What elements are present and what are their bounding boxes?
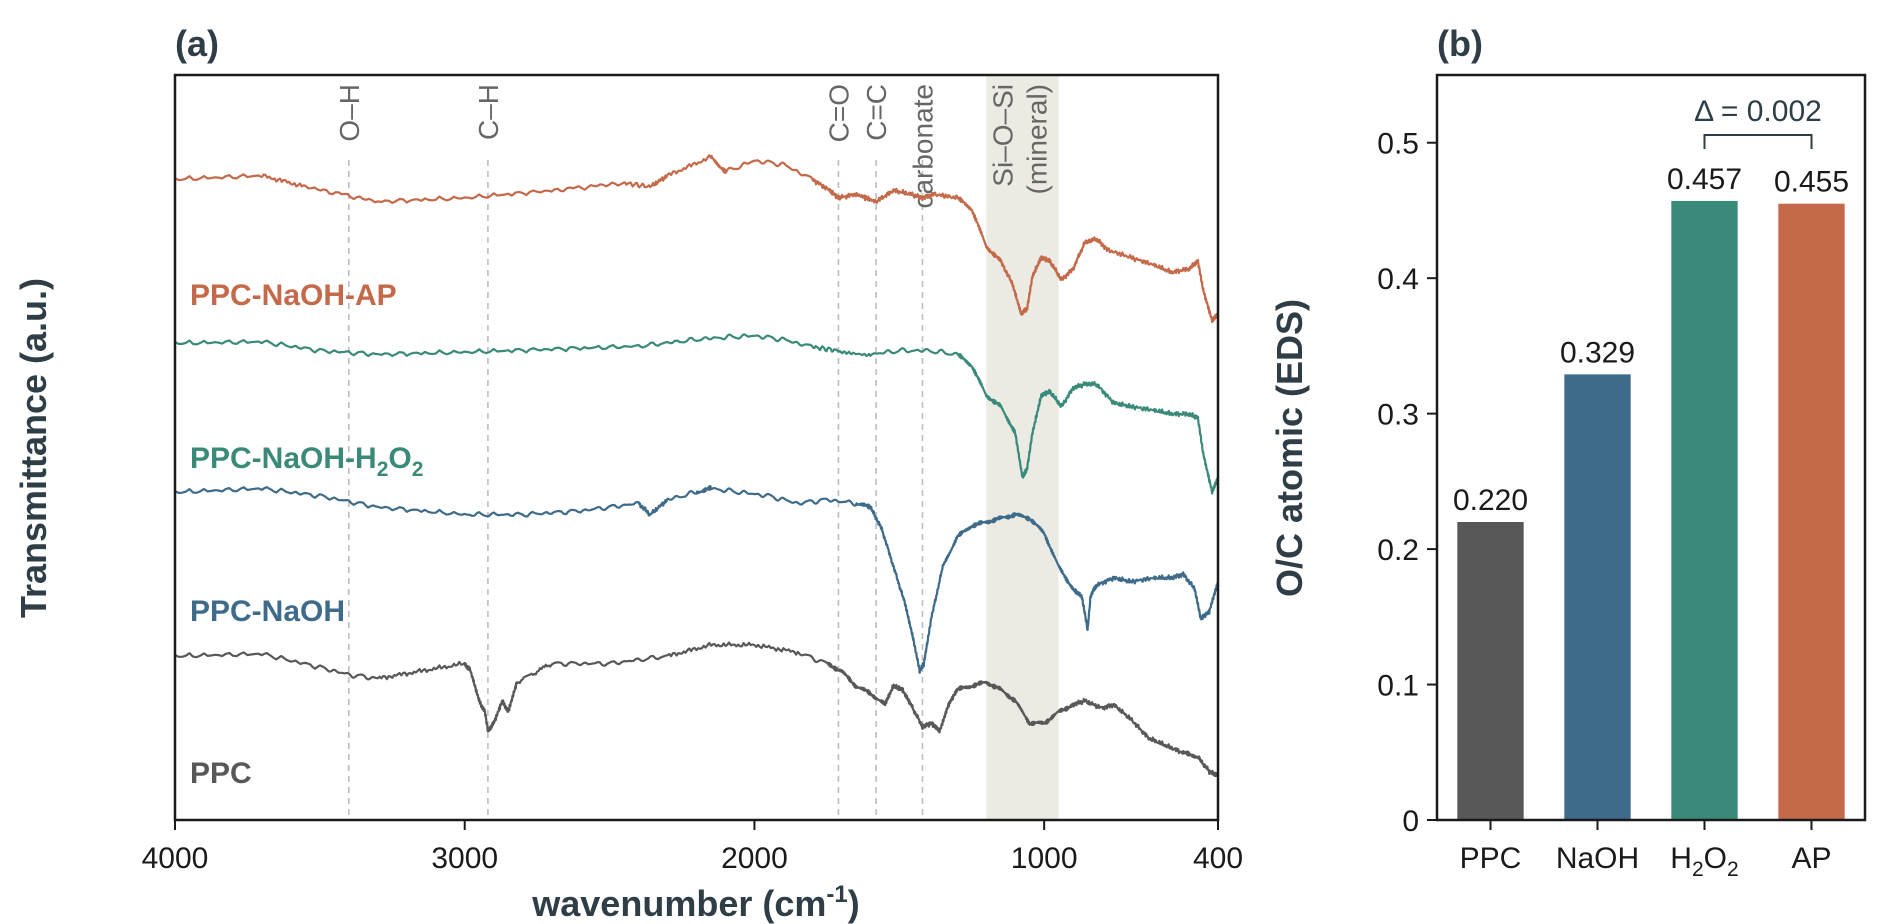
panel-a: (a) O–H C–H C=O C=C carbonate Si–O–Si (miner… bbox=[13, 23, 1243, 924]
peak-label: carbonate bbox=[907, 84, 938, 209]
panel-b: (b) 0 0.1 0.2 0.3 0.4 0.5 0.220 0.329 0.457 0.45… bbox=[1269, 23, 1867, 881]
panel-b-label: (b) bbox=[1437, 23, 1483, 64]
x-tick-label: 2000 bbox=[721, 842, 788, 875]
band-label: Si–O–Si (mineral) bbox=[987, 84, 1052, 194]
peak-labels: O–H C–H C=O C=C carbonate bbox=[334, 84, 939, 209]
x-tick-label: 3000 bbox=[431, 842, 498, 875]
panel-b-frame bbox=[1435, 73, 1867, 822]
y-axis-label-b: O/C atomic (EDS) bbox=[1269, 299, 1310, 597]
delta-bracket bbox=[1703, 134, 1813, 149]
bar-naoh bbox=[1564, 374, 1631, 820]
bar-ppc bbox=[1457, 522, 1524, 820]
bar-value-label: 0.457 bbox=[1667, 163, 1742, 196]
panel-a-frame bbox=[173, 73, 1220, 822]
y-axis-label-a: Transmittance (a.u.) bbox=[13, 278, 54, 618]
x-tick-label: 4000 bbox=[142, 842, 209, 875]
peak-label: C–H bbox=[473, 84, 504, 140]
peak-guide-lines bbox=[348, 160, 924, 820]
x-axis-label: wavenumber (cm-1) bbox=[531, 881, 859, 924]
delta-annotation: Δ = 0.002 bbox=[1694, 95, 1822, 149]
spectra bbox=[174, 154, 1220, 778]
spectrum-line-naoh bbox=[174, 485, 1220, 674]
series-label-ppc: PPC bbox=[190, 757, 252, 790]
x-tick-label: 400 bbox=[1193, 842, 1243, 875]
band-label-line1: Si–O–Si bbox=[987, 84, 1018, 187]
bar-value-labels: 0.220 0.329 0.457 0.455 bbox=[1453, 163, 1849, 517]
spectrum-line-ap bbox=[174, 154, 1219, 324]
category-label: PPC bbox=[1460, 842, 1522, 875]
y-tick-label: 0 bbox=[1402, 805, 1419, 838]
y-ticks: 0 0.1 0.2 0.3 0.4 0.5 bbox=[1377, 128, 1437, 838]
bar-value-label: 0.329 bbox=[1560, 336, 1635, 369]
series-label-h2o2: PPC-NaOH-H2O2 bbox=[190, 442, 423, 481]
category-label: AP bbox=[1791, 842, 1831, 875]
y-tick-label: 0.3 bbox=[1377, 399, 1419, 432]
series-label-naoh: PPC-NaOH bbox=[190, 595, 345, 628]
category-label: NaOH bbox=[1556, 842, 1639, 875]
panel-a-label: (a) bbox=[175, 23, 219, 64]
bar-value-label: 0.455 bbox=[1774, 166, 1849, 199]
y-tick-label: 0.4 bbox=[1377, 263, 1419, 296]
series-label-ap: PPC-NaOH-AP bbox=[190, 279, 397, 312]
y-tick-label: 0.2 bbox=[1377, 534, 1419, 567]
x-ticks: 4000 3000 2000 1000 400 bbox=[142, 820, 1243, 875]
band-label-line2: (mineral) bbox=[1021, 84, 1052, 194]
peak-label: C=O bbox=[823, 84, 854, 142]
peak-label: O–H bbox=[334, 84, 365, 142]
category-label: H2O2 bbox=[1670, 842, 1738, 881]
x-tick-label: 1000 bbox=[1011, 842, 1078, 875]
peak-label: C=C bbox=[861, 84, 892, 141]
bar-value-label: 0.220 bbox=[1453, 484, 1528, 517]
bars bbox=[1457, 200, 1845, 821]
spectrum-line-ppc bbox=[174, 641, 1219, 778]
bar-ap bbox=[1778, 203, 1845, 820]
si-o-si-band bbox=[986, 75, 1059, 820]
spectrum-line-h2o2 bbox=[174, 333, 1219, 495]
delta-label: Δ = 0.002 bbox=[1694, 95, 1822, 128]
y-tick-label: 0.5 bbox=[1377, 128, 1419, 161]
category-labels: PPC NaOH H2O2 AP bbox=[1460, 820, 1832, 881]
bar-h2o2 bbox=[1671, 200, 1738, 821]
y-tick-label: 0.1 bbox=[1377, 670, 1419, 703]
